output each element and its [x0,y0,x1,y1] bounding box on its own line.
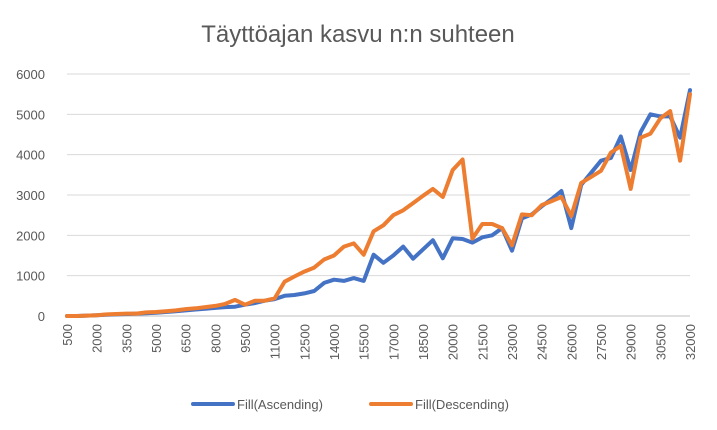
x-tick-label: 3500 [119,324,134,353]
y-tick-label: 3000 [16,188,45,203]
gridlines [67,73,690,317]
x-tick-label: 5000 [149,324,164,353]
x-tick-label: 15500 [357,324,372,360]
plot-area [65,88,692,318]
x-tick-label: 20000 [446,324,461,360]
y-tick-label: 2000 [16,228,45,243]
y-tick-label: 5000 [16,107,45,122]
legend: Fill(Ascending) Fill(Descending) [191,397,509,412]
y-tick-label: 1000 [16,269,45,284]
x-tick-label: 500 [60,324,75,346]
x-tick-label: 32000 [683,324,698,360]
x-tick-label: 12500 [297,324,312,360]
x-tick-label: 14000 [327,324,342,360]
x-tick-label: 9500 [238,324,253,353]
x-tick-label: 27500 [594,324,609,360]
series-line-ascending [65,88,692,318]
x-tick-label: 26000 [564,324,579,360]
x-tick-label: 6500 [179,324,194,353]
x-tick-label: 21500 [475,324,490,360]
y-axis: 0 1000 2000 3000 4000 5000 6000 [16,67,45,324]
x-tick-label: 11000 [268,324,283,359]
y-tick-label: 4000 [16,148,45,163]
x-tick-label: 24500 [535,324,550,360]
x-tick-label: 17000 [386,324,401,360]
y-tick-label: 0 [38,309,45,324]
series-line-descending [65,92,692,318]
legend-label: Fill(Ascending) [237,397,323,412]
x-tick-label: 23000 [505,324,520,360]
x-axis: 500 2000 3500 5000 6500 8000 9500 11000 12500 140… [60,324,698,360]
x-tick-label: 30500 [653,324,668,360]
legend-label: Fill(Descending) [415,397,509,412]
chart-title: Täyttöajan kasvu n:n suhteen [201,21,515,48]
x-tick-label: 18500 [416,324,431,360]
y-tick-label: 6000 [16,67,45,82]
x-tick-label: 29000 [624,324,639,360]
x-tick-label: 2000 [90,324,105,353]
x-tick-label: 8000 [208,324,223,353]
